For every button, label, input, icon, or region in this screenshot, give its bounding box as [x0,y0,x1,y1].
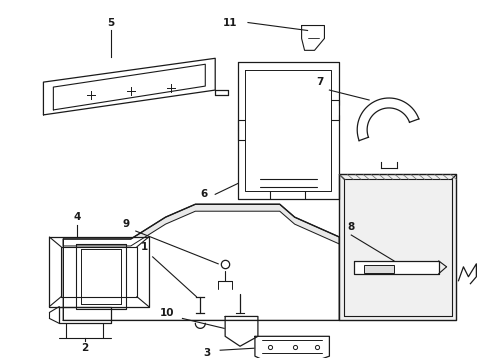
Polygon shape [76,244,126,309]
Text: 8: 8 [347,222,355,232]
Polygon shape [255,336,329,360]
Text: 6: 6 [201,189,208,199]
Text: 7: 7 [316,77,323,87]
Polygon shape [238,62,340,199]
Text: 9: 9 [122,219,129,229]
Polygon shape [63,204,340,246]
Polygon shape [225,316,258,346]
Polygon shape [63,204,340,320]
Polygon shape [44,58,215,115]
Text: 10: 10 [160,309,175,319]
Text: 11: 11 [223,18,237,27]
Bar [364,265,394,273]
Text: 4: 4 [74,212,81,222]
Polygon shape [354,261,439,274]
Polygon shape [302,26,324,50]
Polygon shape [59,306,111,323]
Text: 5: 5 [107,18,115,27]
Polygon shape [49,237,148,306]
Polygon shape [340,175,457,320]
Text: 1: 1 [141,242,148,252]
Text: 3: 3 [204,348,211,358]
Text: 2: 2 [81,343,89,353]
